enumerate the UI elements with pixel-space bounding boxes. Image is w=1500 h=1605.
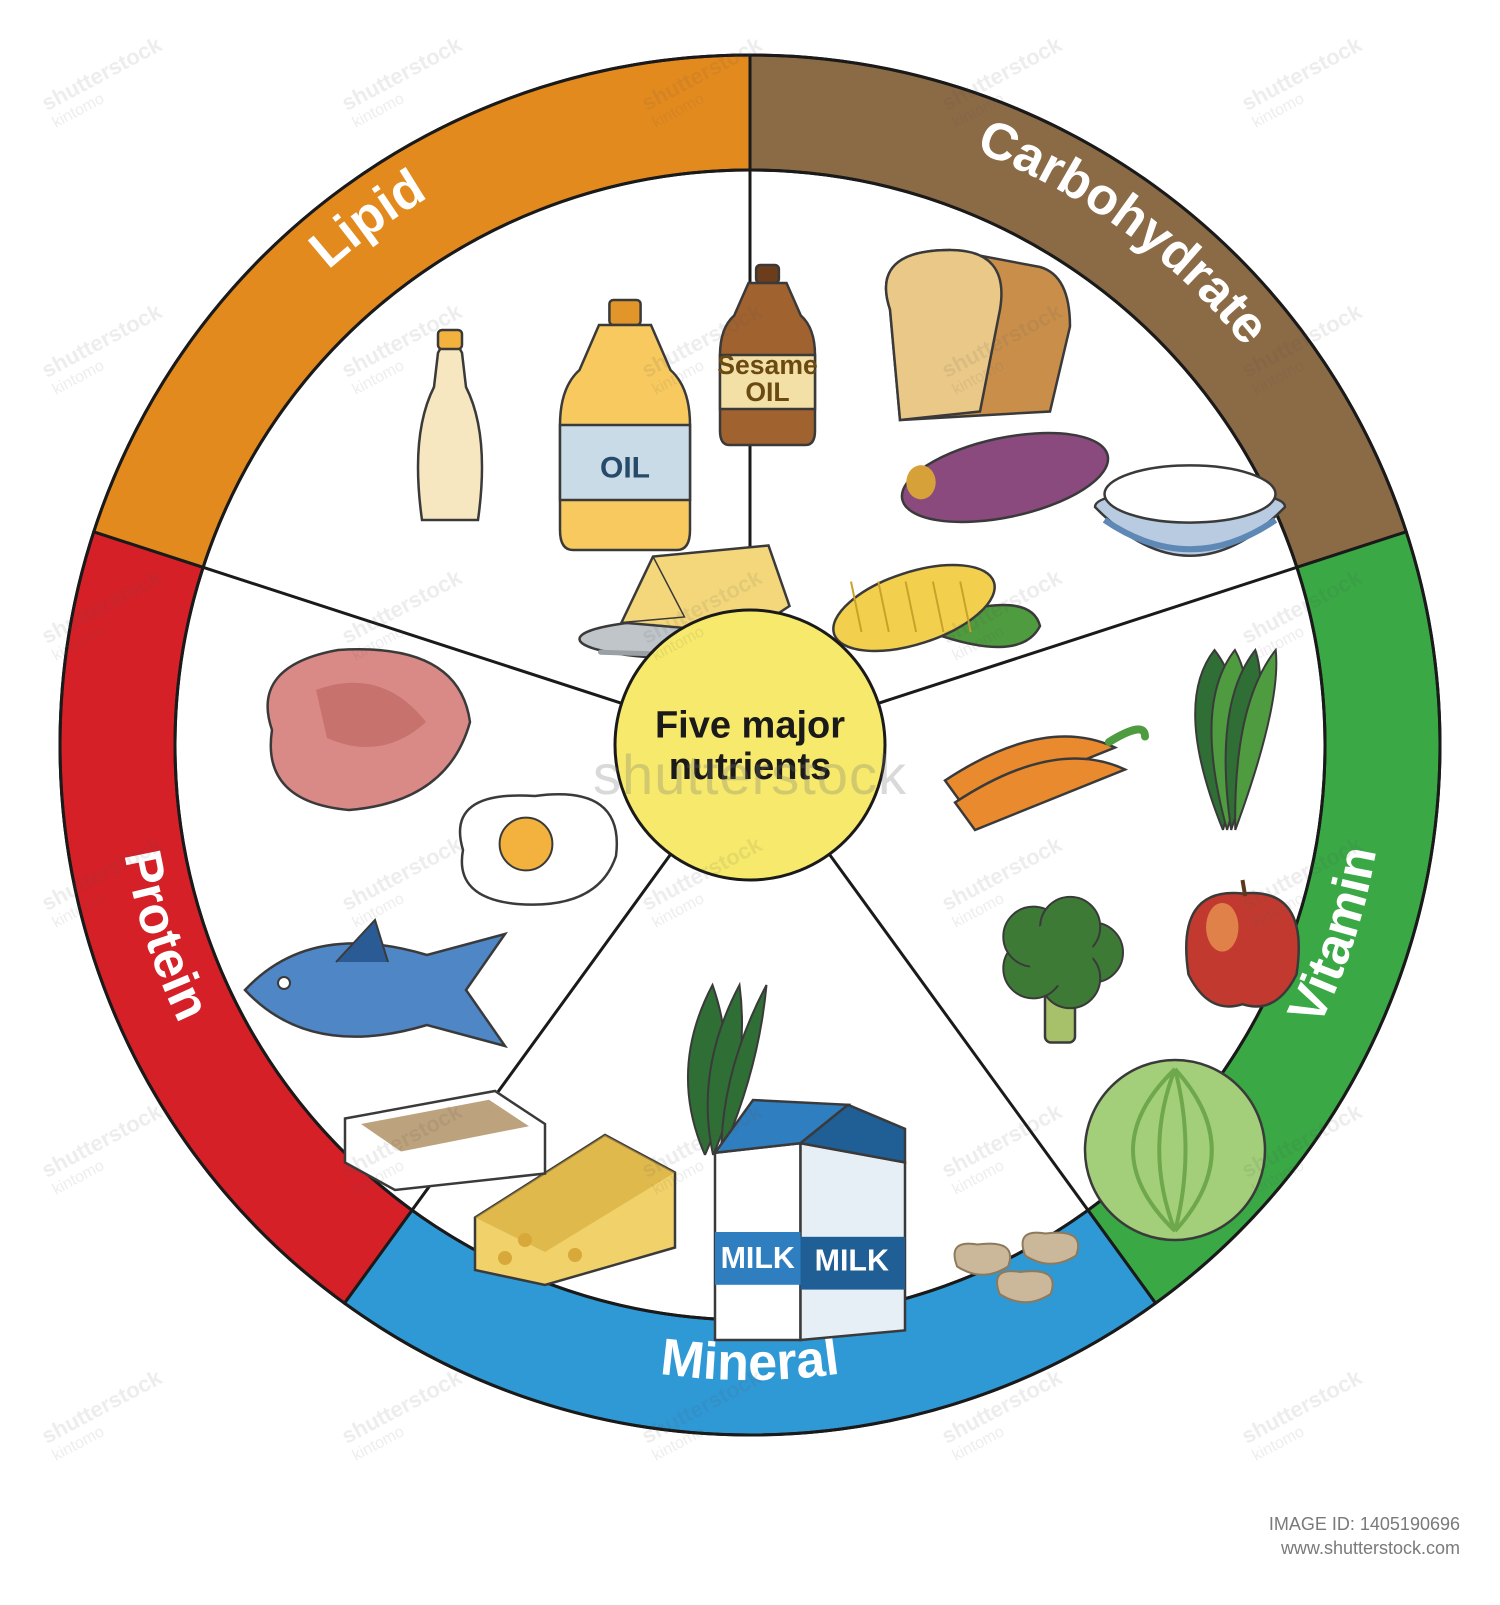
svg-text:OIL: OIL [745,377,789,407]
svg-text:MILK: MILK [721,1241,795,1275]
svg-text:Sesame: Sesame [717,350,818,380]
milk-carton-icon: MILK MILK [715,1100,905,1340]
center-title-line: nutrients [669,746,832,788]
fried-egg-icon [460,794,617,904]
infographic-stage: shutterstockkintomoshutterstockkintomosh… [0,0,1500,1600]
svg-text:MILK: MILK [815,1243,889,1277]
cabbage-icon [1085,1060,1265,1240]
footer-meta: IMAGE ID: 1405190696 www.shutterstock.co… [1269,1513,1460,1560]
center-title-line: Five major [655,704,845,746]
source-url-text: www.shutterstock.com [1269,1537,1460,1560]
image-id-text: IMAGE ID: 1405190696 [1269,1513,1460,1536]
bread-loaf-icon [886,250,1070,420]
svg-text:OIL: OIL [600,452,650,485]
nutrient-wheel: CarbohydrateVitaminMineralProteinLipidOI… [0,0,1500,1600]
